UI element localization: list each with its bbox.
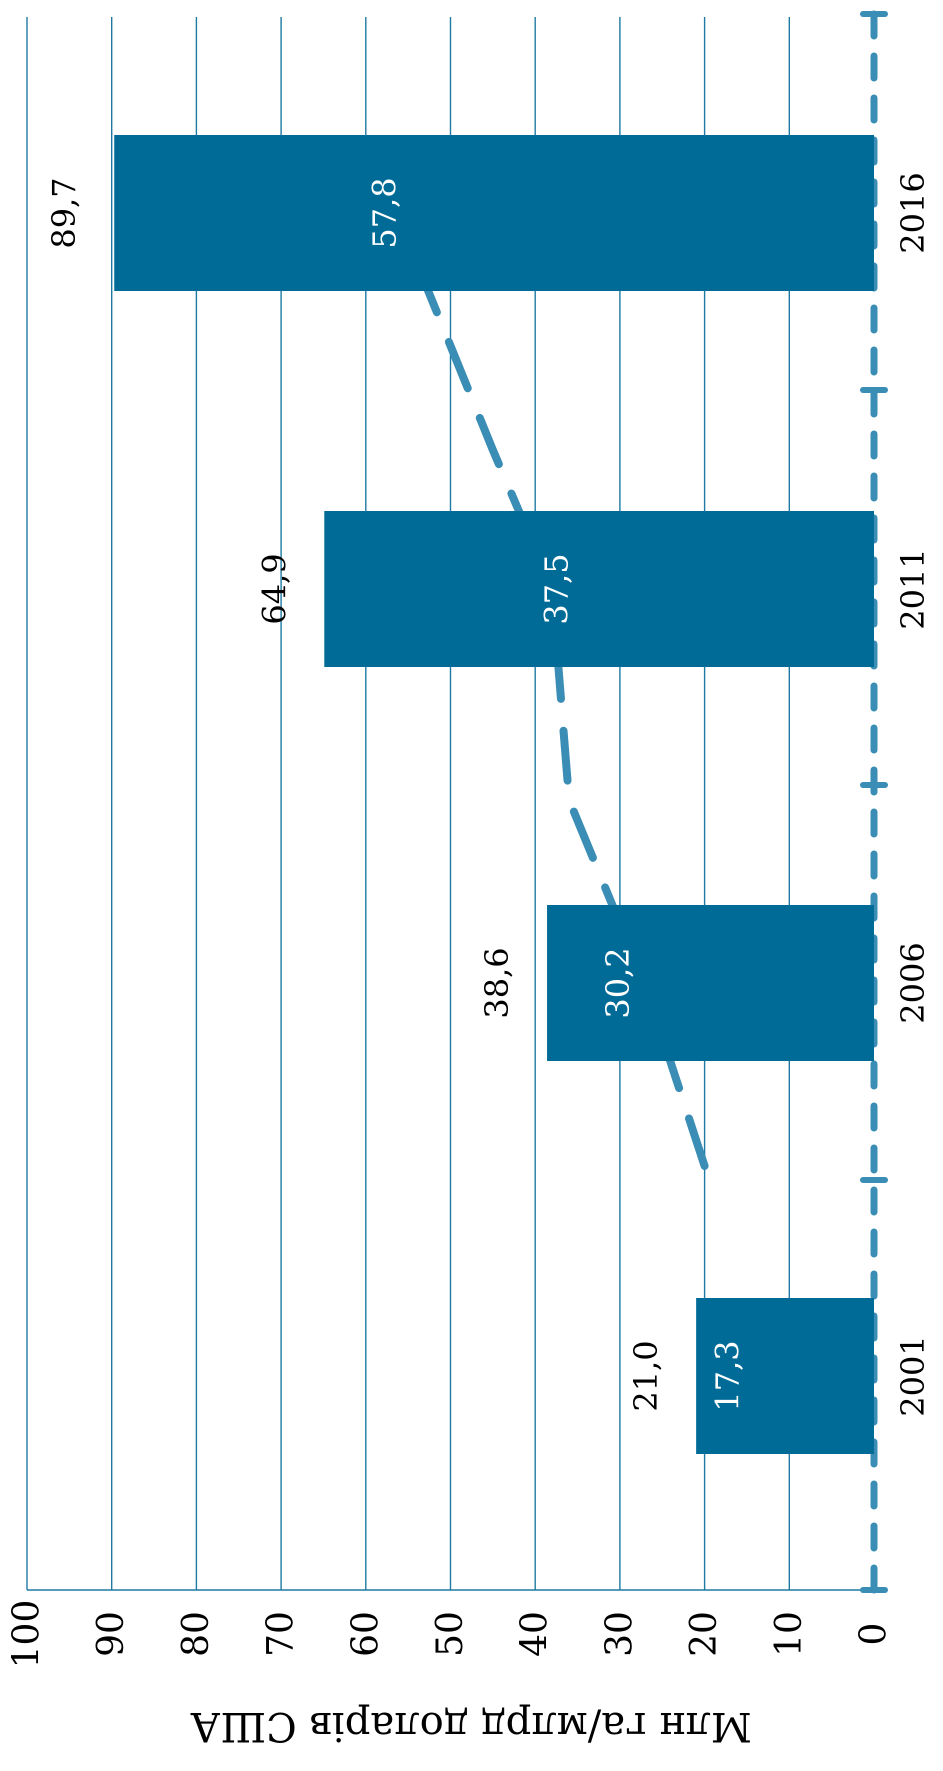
bar <box>547 905 874 1061</box>
bar-value-label: 38,6 <box>478 947 516 1018</box>
bar-value-label: 64,9 <box>255 553 293 624</box>
y-tick-label: 100 <box>7 1600 48 1669</box>
x-tick-label: 2001 <box>894 1335 932 1416</box>
y-tick-label: 50 <box>430 1611 471 1657</box>
bar-series <box>114 135 875 1454</box>
y-tick-label: 90 <box>91 1611 132 1657</box>
y-tick-label: 80 <box>176 1611 217 1657</box>
bar-value-label: 89,7 <box>45 177 83 248</box>
y-axis-title: Млн га/млрд доларів США <box>190 1703 752 1749</box>
series-line <box>387 196 709 1170</box>
bar-value-label: 21,0 <box>627 1340 665 1411</box>
line-value-label: 37,5 <box>537 553 575 624</box>
tick-labels: 0 10 20 30 40 50 60 70 80 90 100 2001 2006 2011 2016 <box>7 172 933 1668</box>
dashed-line-series <box>387 196 709 1170</box>
y-tick-label: 20 <box>684 1611 725 1657</box>
data-labels: 21,0 38,6 64,9 89,7 17,3 30,2 37,5 57,8 <box>45 177 746 1411</box>
x-tick-label: 2011 <box>894 548 932 629</box>
y-tick-label: 30 <box>599 1611 640 1657</box>
y-tick-label: 10 <box>769 1611 810 1657</box>
y-tick-label: 40 <box>515 1611 556 1657</box>
y-tick-label: 60 <box>345 1611 386 1657</box>
x-tick-label: 2016 <box>894 172 932 253</box>
y-tick-label: 0 <box>854 1623 895 1646</box>
bar <box>114 135 875 291</box>
bar <box>696 1298 874 1454</box>
line-value-label: 57,8 <box>365 177 403 248</box>
x-tick-label: 2006 <box>894 942 932 1023</box>
bar <box>324 511 874 667</box>
y-tick-label: 70 <box>261 1611 302 1657</box>
line-value-label: 17,3 <box>708 1340 746 1411</box>
line-value-label: 30,2 <box>599 947 637 1018</box>
